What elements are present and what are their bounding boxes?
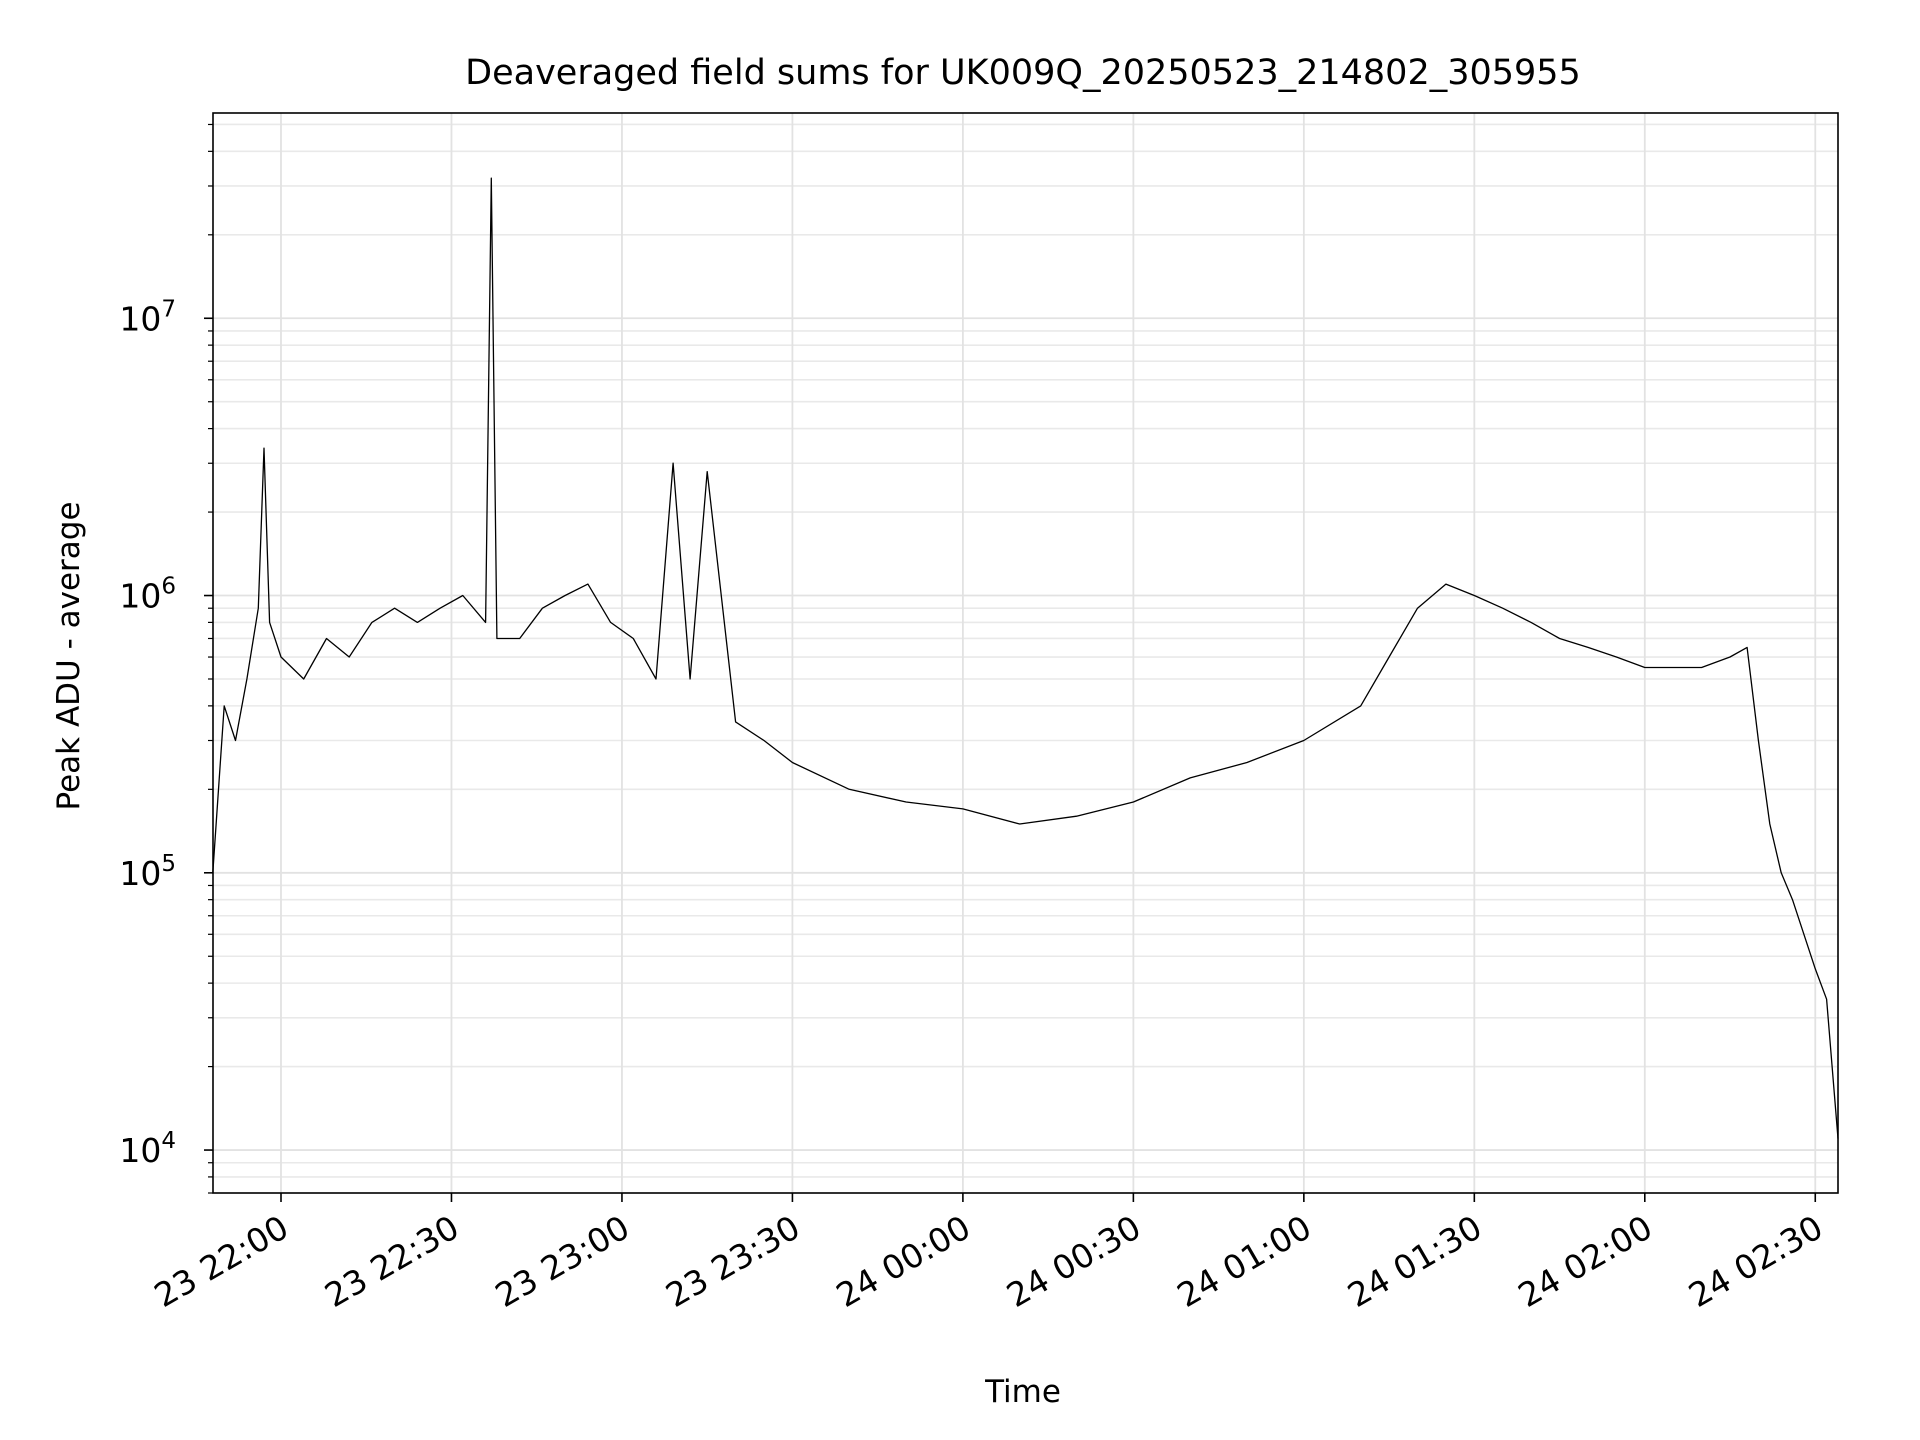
y-tick-label: 107 (119, 296, 176, 338)
series-line (212, 177, 1839, 1139)
y-axis: 104 105 106 107 (119, 123, 213, 1194)
series-layer (212, 177, 1839, 1139)
plot-frame (212, 112, 1839, 1194)
y-tick-label: 104 (119, 1128, 176, 1170)
y-tick-label: 105 (119, 851, 176, 893)
y-axis-label: Peak ADU - average (51, 501, 87, 810)
chart-title: Deaveraged field sums for UK009Q_2025052… (465, 53, 1581, 93)
grid-major (213, 113, 1838, 1193)
x-axis-label: Time (984, 1374, 1061, 1410)
y-tick-label: 106 (119, 574, 176, 616)
grid-minor (213, 123, 1838, 1194)
